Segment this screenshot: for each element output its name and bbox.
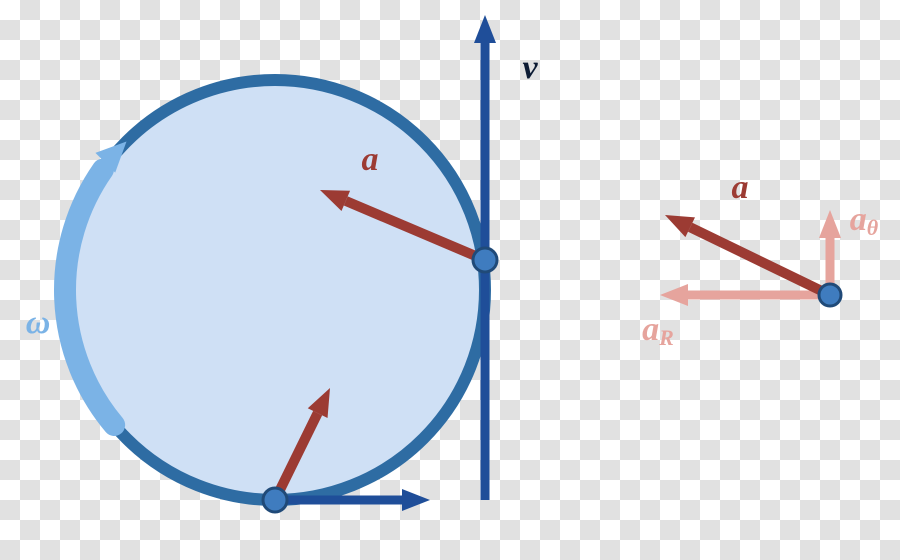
a-top-label: a — [362, 141, 379, 178]
a-theta-label: aθ — [850, 201, 879, 240]
v-label: v — [522, 49, 538, 86]
a-theta-arrow-head — [819, 210, 841, 238]
point-decomp — [819, 284, 841, 306]
a-decomp-arrow-shaft — [690, 227, 830, 295]
omega-label: ω — [26, 304, 51, 341]
v-bottom-arrow-head — [402, 489, 430, 511]
diagram-svg: ω v a aθ aR a — [0, 0, 900, 560]
a-r-label: aR — [642, 311, 674, 350]
v-arrow-head — [474, 15, 496, 43]
point-bottom — [263, 488, 287, 512]
a-r-arrow-head — [660, 284, 688, 306]
point-right — [473, 248, 497, 272]
a-decomp-label: a — [732, 169, 749, 206]
circle-body — [65, 80, 485, 500]
a-decomp-arrow-head — [665, 215, 695, 237]
